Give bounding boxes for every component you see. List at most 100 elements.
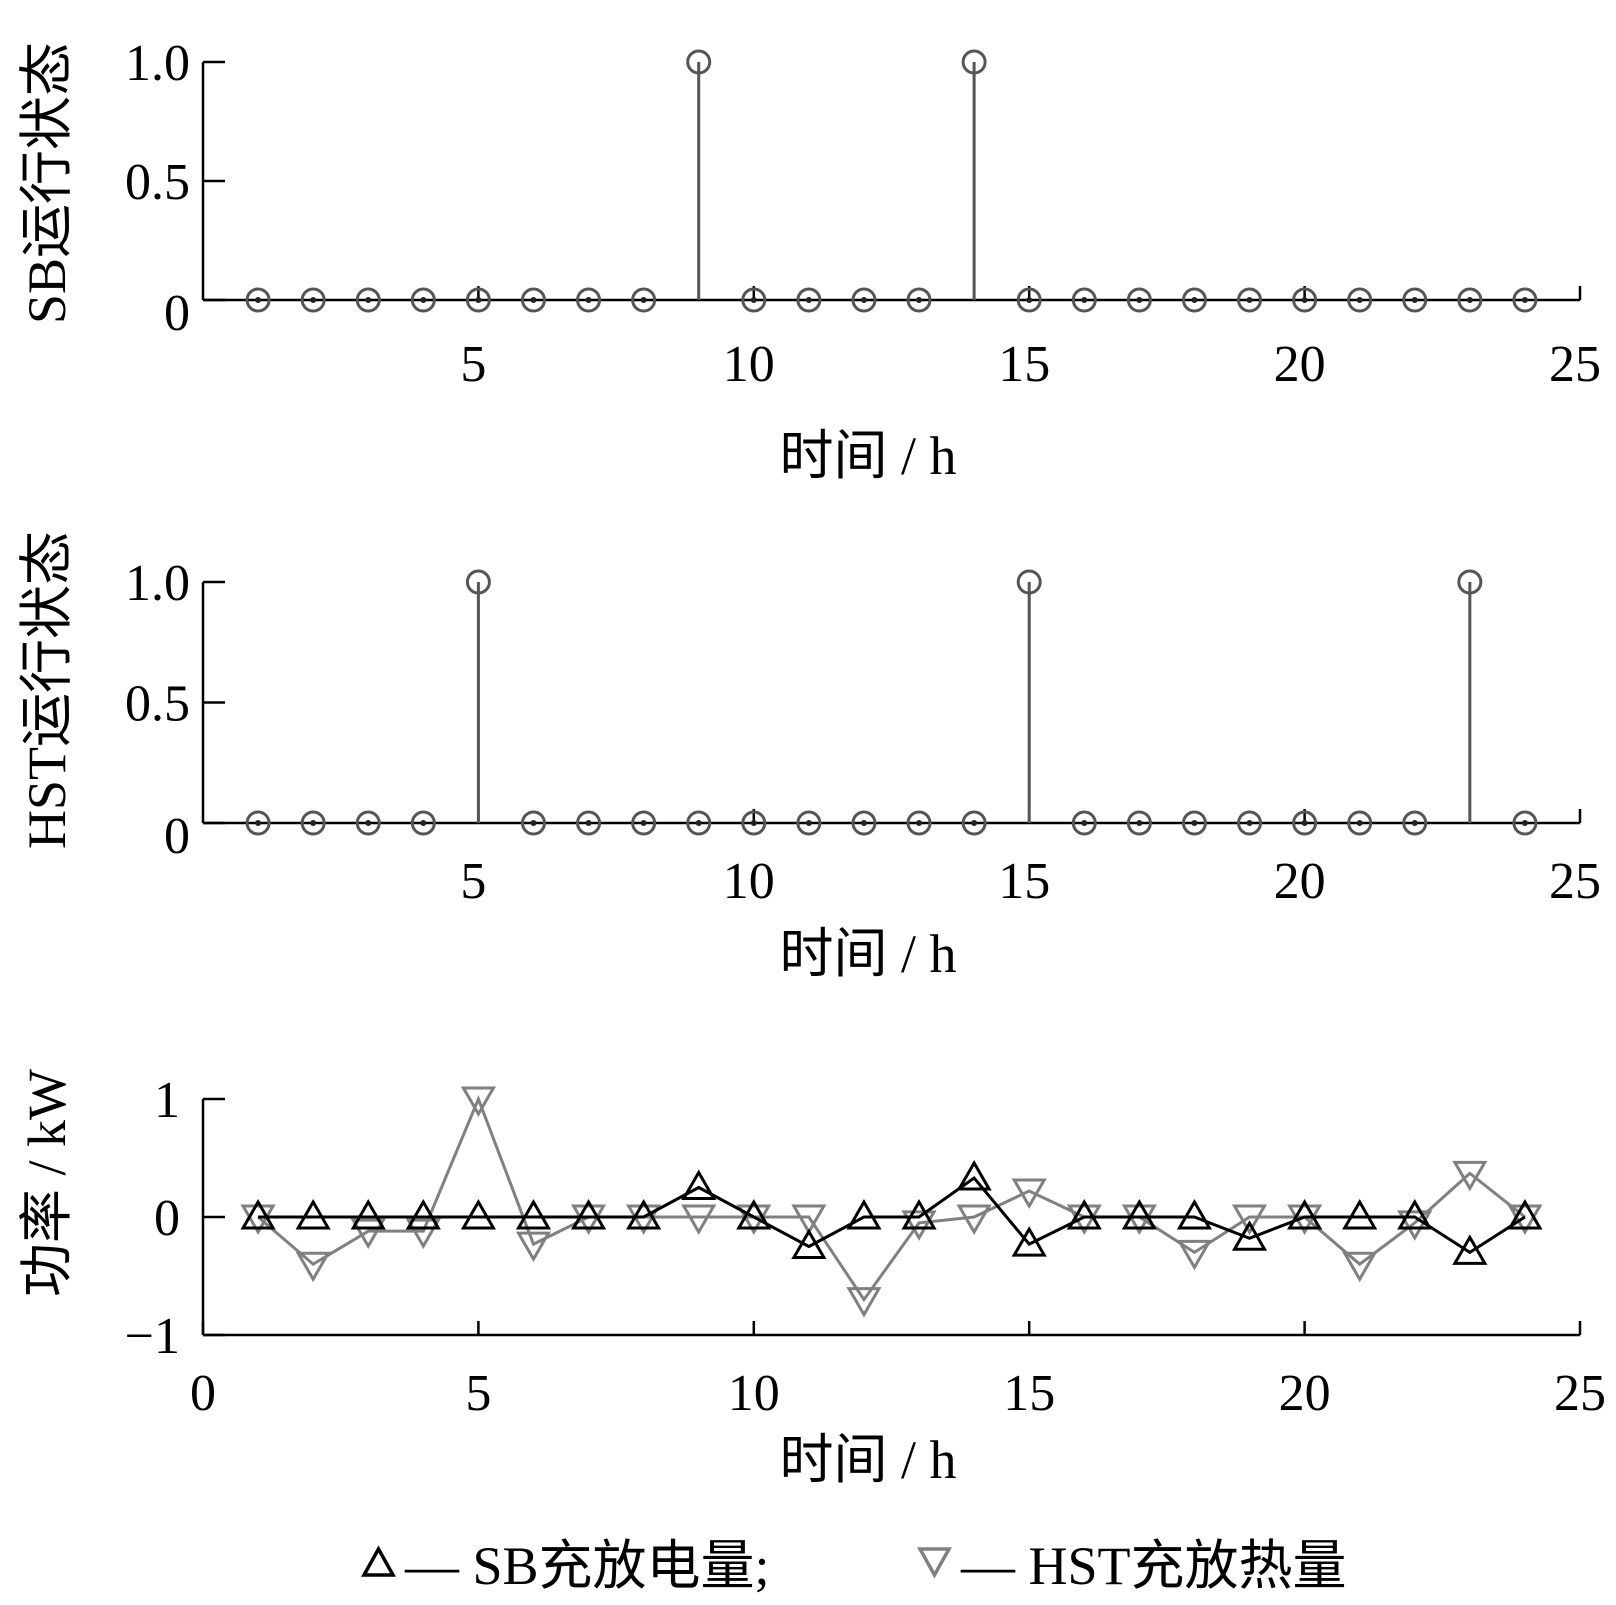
stem-marker: [741, 287, 767, 313]
stem-marker-dot: [860, 297, 867, 303]
stem-marker: [465, 287, 491, 313]
stem-marker-dot: [1081, 297, 1088, 303]
y-tick-label: 0.5: [125, 676, 190, 733]
stem-marker: [906, 287, 932, 313]
stem-marker: [1457, 287, 1483, 313]
panel-hst-status: 0 0.5 1.0 5 10 15 20 25 HST运行状态 时间 / h: [17, 531, 1601, 984]
data-point-hst: [626, 1204, 662, 1236]
stem-marker: [686, 810, 712, 836]
stem-marker-dot: [420, 297, 427, 303]
data-point-hst: [295, 1251, 331, 1283]
y-tick-label: 0: [164, 808, 190, 865]
legend-item-sb: — SB充放电量;: [361, 1536, 770, 1596]
stem-marker-dot: [1466, 297, 1473, 303]
stem-marker-dot: [1136, 297, 1143, 303]
data-point-sb: [901, 1198, 937, 1230]
stem-marker-dot: [1301, 297, 1308, 303]
data-point-hst: [1231, 1204, 1268, 1236]
stem-marker: [410, 810, 436, 836]
data-point-hst: [791, 1204, 827, 1236]
stem-marker: [576, 810, 602, 836]
x-tick-label: 15: [1003, 1365, 1055, 1422]
data-point-hst: [515, 1231, 552, 1263]
y-axis-title: SB运行状态: [17, 42, 77, 324]
x-tick-label: 10: [723, 336, 775, 393]
x-tick-label: 0: [190, 1365, 216, 1422]
stem-marker-dot: [1356, 820, 1363, 826]
data-point-hst: [460, 1086, 496, 1118]
y-tick-label: 1.0: [125, 555, 190, 612]
data-point-sb: [350, 1198, 386, 1230]
stem-marker-dot: [420, 820, 427, 826]
stem-marker: [1292, 287, 1318, 313]
x-axis-title: 时间 / h: [779, 1430, 956, 1490]
stem-marker: [1237, 287, 1263, 313]
plot-area: 0 0.5 1.0 5 10 15 20 25: [125, 555, 1601, 910]
stem-marker-dot: [585, 297, 592, 303]
stem-marker: [851, 810, 877, 836]
data-point-hst: [1011, 1178, 1047, 1210]
triangle-up-marker-icon: [361, 1545, 396, 1577]
data-point-hst: [1066, 1204, 1102, 1236]
stem-marker-dot: [1411, 820, 1418, 826]
stem-marker-dot: [310, 820, 317, 826]
stem-marker-dot: [365, 820, 372, 826]
data-point-sb: [1011, 1226, 1047, 1257]
stem-marker: [741, 810, 767, 836]
stem-marker: [245, 287, 271, 313]
stem-marker-dot: [640, 297, 647, 303]
stem-marker-dot: [750, 297, 757, 303]
stem-marker: [355, 287, 381, 313]
stem-marker-dot: [1246, 820, 1253, 826]
stem-marker: [1402, 287, 1428, 313]
legend-item-hst: — HST充放热量: [917, 1536, 1347, 1596]
stem-marker-dot: [805, 297, 812, 303]
stem-marker-dot: [1521, 820, 1528, 826]
data-point-sb: [1507, 1198, 1543, 1230]
stem-marker-dot: [255, 297, 262, 303]
stem-marker: [520, 287, 546, 313]
x-tick-label: 15: [998, 336, 1050, 393]
stem-marker: [1071, 287, 1097, 313]
data-point-sb: [405, 1198, 441, 1230]
plot-area: 0 0.5 1.0 5 10 15 20 25: [125, 35, 1601, 393]
stem-marker-dot: [585, 820, 592, 826]
stem-marker-dot: [750, 820, 757, 826]
legend-label-hst: — HST充放热量: [960, 1536, 1347, 1596]
data-point-sb: [1231, 1220, 1268, 1251]
data-point-sb: [1397, 1198, 1433, 1230]
data-point-hst: [1176, 1239, 1213, 1271]
x-tick-label: 10: [728, 1365, 780, 1422]
stem-marker-dot: [860, 820, 867, 826]
data-point-hst: [1342, 1251, 1378, 1283]
stem-marker: [1347, 810, 1373, 836]
data-point-sb: [1066, 1198, 1102, 1230]
legend: — SB充放电量; — HST充放热量: [361, 1536, 1347, 1596]
y-axis-title: 功率 / kW: [17, 1069, 77, 1297]
stem-marker: [1512, 287, 1538, 313]
stem-marker: [576, 287, 602, 313]
data-point-sb: [1452, 1234, 1488, 1265]
data-point-hst: [570, 1204, 607, 1236]
data-point-sb: [1176, 1198, 1213, 1230]
data-point-hst: [736, 1204, 772, 1236]
x-axis-title: 时间 / h: [779, 426, 956, 486]
x-tick-label: 15: [998, 853, 1050, 910]
stem-marker: [1457, 569, 1483, 595]
stem-marker-dot: [255, 820, 262, 826]
panel-sb-status: 0 0.5 1.0 5 10 15 20 25 SB运行状态 时间 / h: [17, 35, 1601, 486]
stem-marker-dot: [530, 297, 537, 303]
stem-marker-dot: [1081, 820, 1088, 826]
stem-marker-dot: [916, 820, 923, 826]
stem-marker: [906, 810, 932, 836]
stem-marker: [961, 49, 987, 75]
x-tick-label: 25: [1549, 853, 1601, 910]
triangle-down-marker-icon: [917, 1547, 952, 1579]
stem-marker-dot: [310, 297, 317, 303]
stem-marker: [1237, 810, 1263, 836]
stem-marker: [796, 810, 822, 836]
data-point-sb: [240, 1198, 276, 1230]
